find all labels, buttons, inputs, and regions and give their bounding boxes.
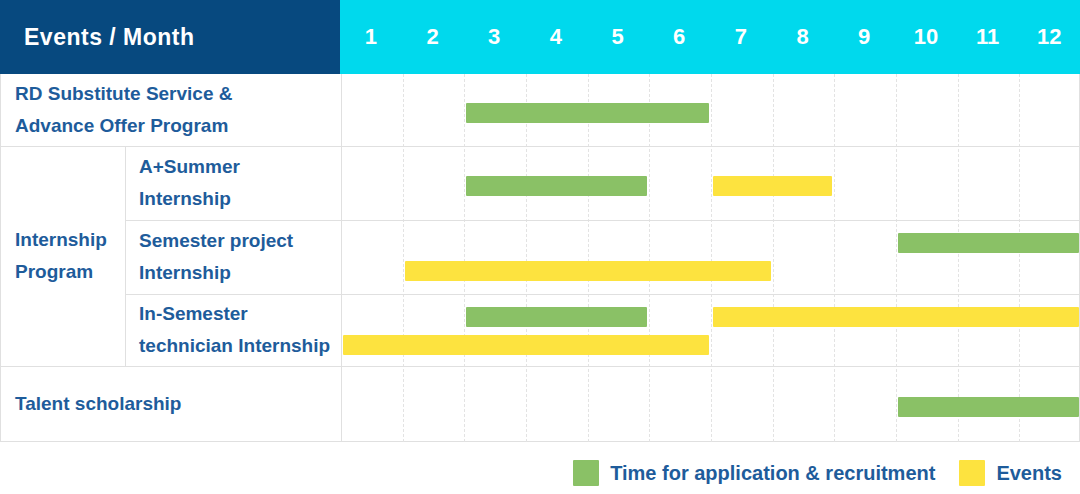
gantt-bar-application [898,233,1079,253]
legend-swatch-application [573,460,599,486]
row-label-line: Advance Offer Program [15,110,327,142]
legend-label-event: Events [996,462,1062,485]
row-label-line: Talent scholarship [15,388,327,420]
row-label-3: In-Semestertechnician Internship [139,294,331,366]
row-label-0: RD Substitute Service &Advance Offer Pro… [15,74,327,146]
legend-swatch-event [959,460,985,486]
month-header-5: 5 [587,0,649,74]
row-label-line: A+Summer [139,151,331,183]
legend-item-event: Events [959,460,1062,486]
label-timeline-divider [341,74,342,442]
month-gridline [834,74,835,442]
gantt-bar-event [713,307,1079,327]
row-label-line: Semester project [139,225,331,257]
group-sublabel-divider [125,146,126,366]
month-header-2: 2 [402,0,464,74]
row-label-line: technician Internship [139,330,331,362]
row-label-line: Internship [139,183,331,215]
gantt-body: InternshipProgramRD Substitute Service &… [0,74,1080,442]
month-header-8: 8 [772,0,834,74]
month-header-12: 12 [1018,0,1080,74]
month-gridline [896,74,897,442]
gantt-bar-event [713,176,832,196]
group-label-line: Program [15,256,119,288]
month-gridline [403,74,404,442]
legend: Time for application & recruitment Events [0,452,1080,494]
header-corner-cell: Events / Month [0,0,340,74]
month-gridline [464,74,465,442]
month-header-9: 9 [833,0,895,74]
month-header-1: 1 [340,0,402,74]
gantt-bar-event [405,261,771,281]
month-header-11: 11 [957,0,1019,74]
month-gridline [1019,74,1020,442]
gantt-bar-event [343,335,709,355]
row-label-2: Semester projectInternship [139,220,331,294]
month-header-3: 3 [463,0,525,74]
gantt-chart: Events / Month 123456789101112 Internshi… [0,0,1080,442]
group-label-internship-program: InternshipProgram [15,146,119,366]
group-label-line: Internship [15,224,119,256]
month-gridline [526,74,527,442]
row-label-1: A+SummerInternship [139,146,331,220]
gantt-bar-application [466,176,647,196]
month-gridline [649,74,650,442]
month-gridline [711,74,712,442]
month-header-4: 4 [525,0,587,74]
month-gridline [773,74,774,442]
row-label-line: Internship [139,257,331,289]
chart-title: Events / Month [24,24,195,51]
gantt-bar-application [898,397,1079,417]
month-header-row: 123456789101112 [340,0,1080,74]
legend-label-application: Time for application & recruitment [610,462,935,485]
row-label-4: Talent scholarship [15,366,327,442]
month-header-7: 7 [710,0,772,74]
legend-item-application: Time for application & recruitment [573,460,935,486]
row-label-line: In-Semester [139,298,331,330]
month-header-10: 10 [895,0,957,74]
gantt-bar-application [466,103,709,123]
month-gridline [588,74,589,442]
month-header-6: 6 [648,0,710,74]
row-label-line: RD Substitute Service & [15,78,327,110]
month-gridline [958,74,959,442]
gantt-bar-application [466,307,647,327]
